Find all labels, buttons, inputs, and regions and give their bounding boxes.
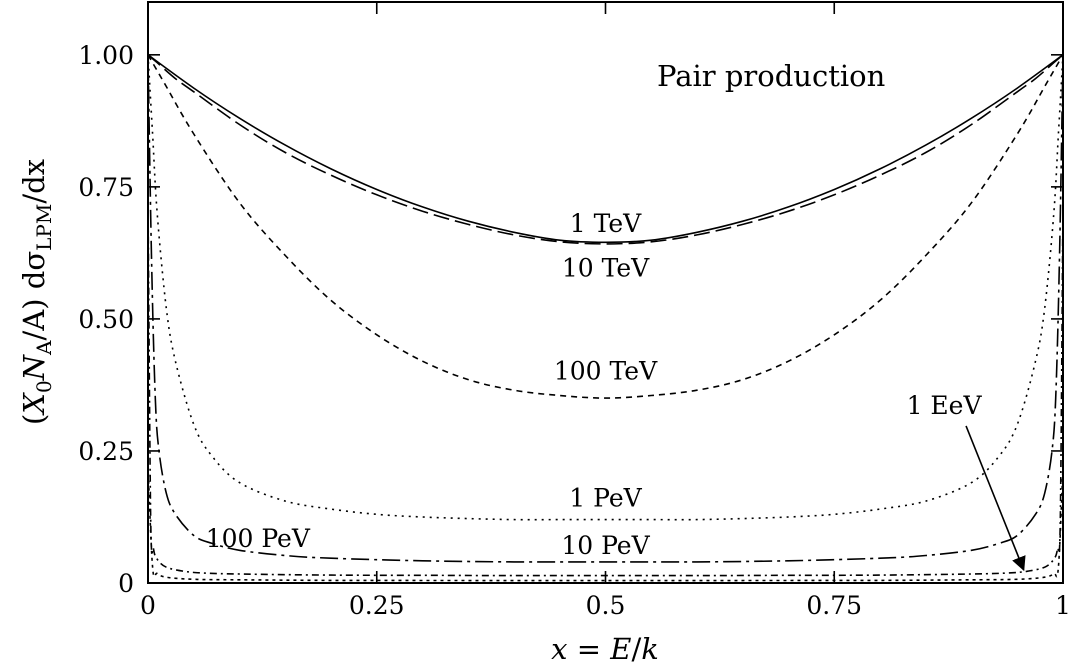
x-tick-label: 1 [1055, 591, 1071, 620]
curve-labels: 1 TeV 10 TeV 100 TeV 1 PeV 10 PeV 100 PeV 1 Ee… [206, 209, 1026, 572]
series-line-7 [147, 466, 1064, 582]
axis-ticks: 0 0.25 0.5 0.75 1 0 0.25 0.50 0.75 1.00 [78, 2, 1071, 620]
curve-label: 1 TeV [570, 209, 642, 238]
series-line-5 [147, 54, 1064, 563]
y-tick-label: 0.50 [78, 305, 134, 334]
series-line-6 [147, 202, 1064, 577]
curve-label: 10 TeV [562, 254, 650, 283]
curve-label: 10 PeV [561, 531, 650, 560]
series-line-1 [147, 54, 1064, 244]
y-tick-label: 0.25 [78, 437, 134, 466]
curve-label: 100 TeV [554, 357, 658, 386]
y-axis-label: (X0NA/A) dσLPM/dx [17, 159, 56, 425]
curve-label: 1 EeV [907, 391, 983, 420]
x-tick-label: 0.75 [806, 591, 862, 620]
series-line-4 [147, 54, 1064, 521]
curve-label: 100 PeV [206, 524, 311, 553]
series-line-2 [147, 54, 1064, 245]
curves [147, 54, 1064, 582]
x-axis-label: x = E/k [551, 632, 659, 666]
x-tick-label: 0.5 [586, 591, 626, 620]
y-tick-label: 1.00 [78, 41, 134, 70]
y-tick-label: 0 [118, 569, 134, 598]
y-tick-label: 0.75 [78, 173, 134, 202]
series-line-3 [147, 54, 1064, 399]
curve-label: 1 PeV [569, 483, 642, 512]
chart-title: Pair production [657, 59, 885, 93]
x-tick-label: 0.25 [349, 591, 405, 620]
x-tick-label: 0 [140, 591, 156, 620]
annotation-arrow [965, 425, 1026, 572]
